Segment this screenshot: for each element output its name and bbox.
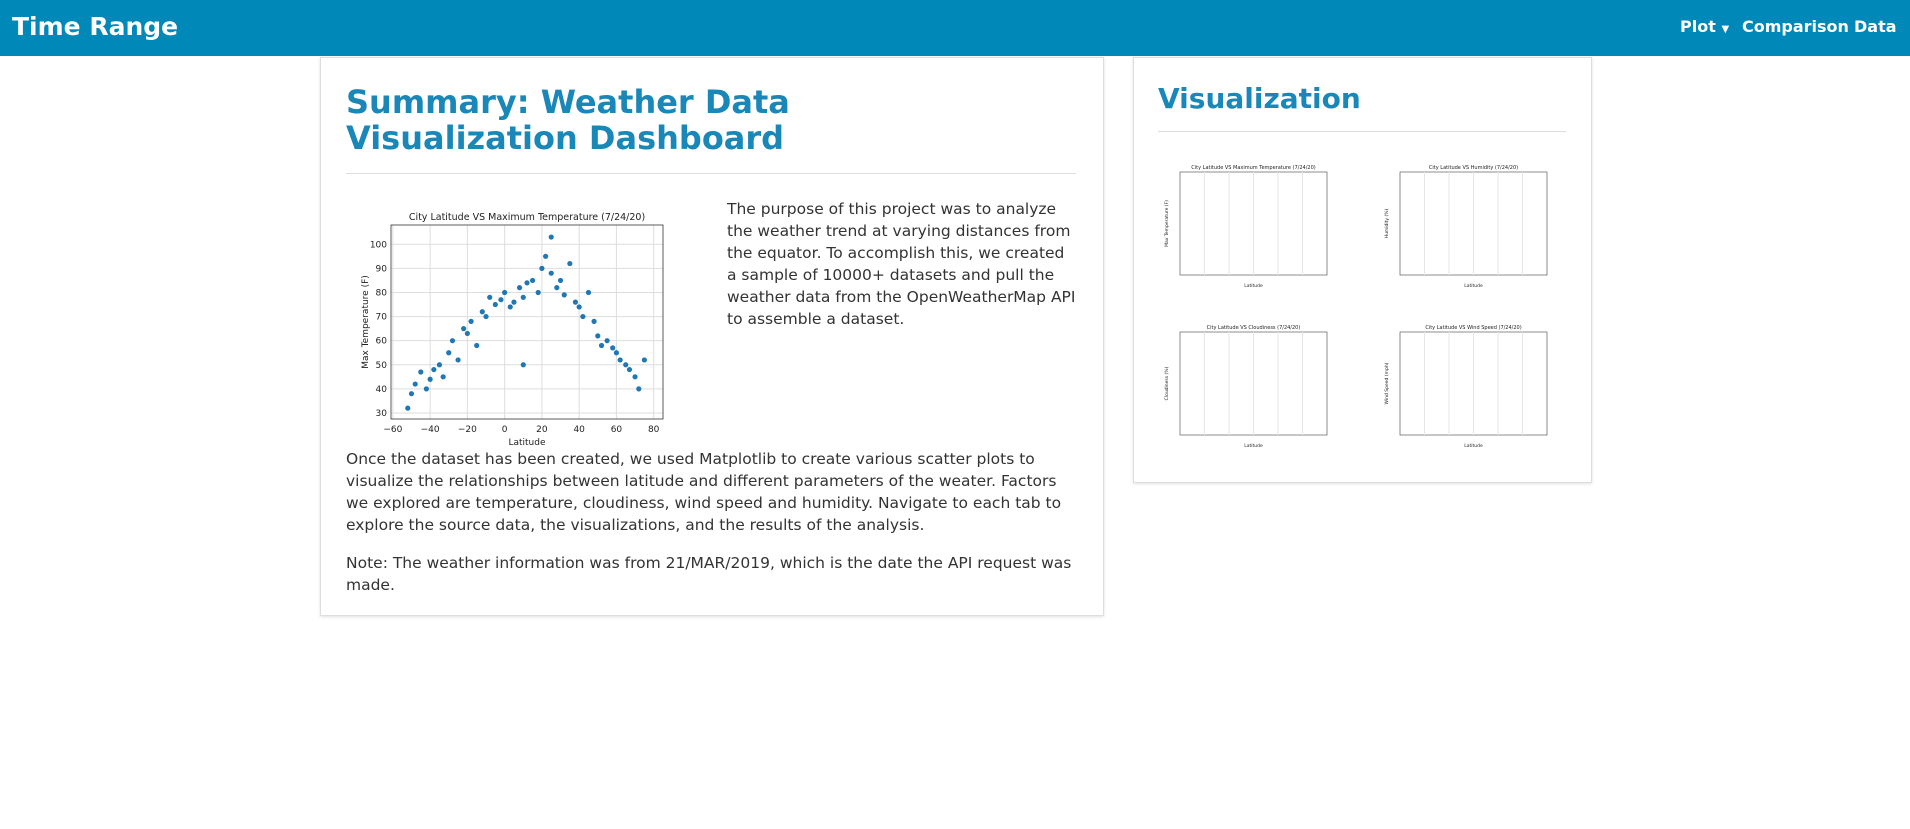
- nav-link[interactable]: Plot ▼: [1680, 17, 1730, 36]
- summary-title: Summary: Weather Data Visualization Dash…: [346, 83, 790, 157]
- body-text: Once the dataset has been created, we us…: [346, 450, 1062, 534]
- navbar: Time Range Plot ▼ Comparison Data: [0, 0, 1910, 56]
- brand[interactable]: Time Range: [12, 12, 179, 41]
- note-text: Note: The weather information was from 2…: [346, 554, 1072, 594]
- intro-text: The purpose of this project was to analy…: [727, 200, 1076, 328]
- nav-link-text[interactable]: Plot: [1680, 17, 1716, 36]
- nav-link[interactable]: Data: [1854, 17, 1897, 36]
- divider: [346, 173, 1076, 174]
- divider: [1158, 131, 1566, 132]
- visualization-title: Visualization: [1158, 82, 1361, 115]
- nav-link[interactable]: Comparison: [1742, 17, 1849, 36]
- visualization-card: [1133, 57, 1592, 483]
